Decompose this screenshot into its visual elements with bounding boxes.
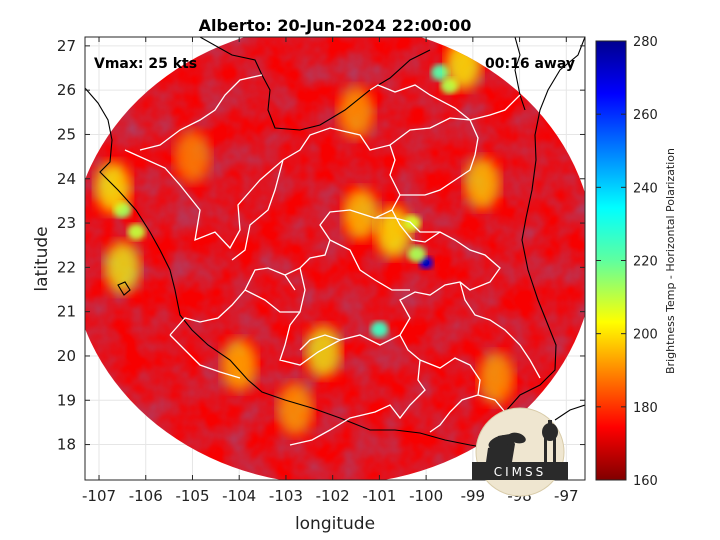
swath-feature (305, 325, 341, 378)
x-tick-label: -103 (269, 487, 303, 505)
swath-feature (464, 157, 500, 209)
border-us-mexico (199, 37, 431, 131)
swath-feature (127, 223, 146, 241)
swath-feature (221, 339, 257, 391)
swath-feature (370, 321, 389, 338)
axes-box (84, 36, 586, 481)
cimss-logo-text: CIMSS (494, 465, 547, 479)
chart-title: Alberto: 20-Jun-2024 22:00:00 (199, 16, 472, 35)
coastline-northeast (514, 37, 526, 111)
time-away-annotation: 00:16 away (485, 56, 575, 72)
map-lines (85, 37, 585, 456)
swath-feature (174, 131, 211, 183)
swath-feature (95, 162, 131, 214)
island (117, 281, 131, 296)
swath-feature (343, 188, 379, 240)
swath-feature (403, 214, 422, 232)
colorbar-tick-label: 240 (633, 181, 658, 196)
swath-feature (407, 245, 426, 263)
y-tick-label: 21 (57, 303, 76, 321)
y-tick-label: 22 (57, 258, 76, 276)
y-tick-label: 20 (57, 347, 76, 365)
x-tick-label: -97 (554, 487, 579, 505)
swath-features (95, 37, 514, 435)
coastline-southeast (554, 404, 585, 421)
swath-feature-core (423, 259, 430, 266)
y-tick-label: 26 (57, 81, 76, 99)
colorbar-tick-label: 160 (633, 474, 658, 489)
swath-feature (375, 206, 412, 258)
x-tick-label: -100 (409, 487, 443, 505)
swath-feature (478, 352, 514, 404)
colorbar: 160 180 200 220 240 260 280 Brightness Temp - … (595, 35, 677, 489)
y-tick-label: 19 (57, 391, 76, 409)
y-tick-label: 24 (57, 170, 76, 188)
colorbar-tick-label: 220 (633, 255, 658, 270)
y-tick-label: 25 (57, 125, 76, 143)
swath-feature (338, 86, 374, 138)
x-tick-label: -104 (222, 487, 256, 505)
vmax-annotation: Vmax: 25 kts (94, 56, 197, 72)
y-axis-ticks: 18 19 20 21 22 23 24 25 26 27 (57, 37, 585, 454)
x-tick-label: -107 (82, 487, 116, 505)
x-tick-label: -106 (129, 487, 163, 505)
colorbar-label: Brightness Temp - Horizontal Polarizatio… (664, 148, 677, 374)
cimss-logo: CIMSS (472, 407, 568, 497)
coastline-west (85, 87, 521, 456)
colorbar-tick-label: 280 (633, 35, 658, 50)
x-tick-label: -101 (362, 487, 396, 505)
colorbar-ticks: 160 180 200 220 240 260 280 (596, 35, 658, 489)
x-tick-label: -99 (461, 487, 486, 505)
y-axis-label: latitude (32, 226, 52, 291)
y-tick-label: 27 (57, 37, 76, 55)
x-axis-label: longitude (295, 514, 375, 534)
x-tick-label: -105 (175, 487, 209, 505)
y-tick-label: 18 (57, 436, 76, 454)
swath-feature (277, 383, 313, 435)
state-borders (124, 74, 541, 446)
colorbar-tick-label: 260 (633, 108, 658, 123)
colorbar-tick-label: 180 (633, 401, 658, 416)
x-tick-label: -102 (316, 487, 350, 505)
coastline-east (499, 37, 585, 431)
y-tick-label: 23 (57, 214, 76, 232)
colorbar-tick-label: 200 (633, 328, 658, 343)
swath-feature (431, 64, 450, 81)
swath-feature (104, 241, 140, 293)
